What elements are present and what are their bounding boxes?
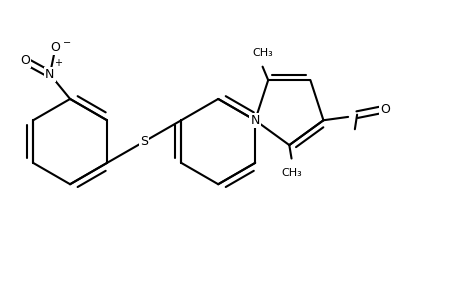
Text: N: N [250,114,259,127]
Text: CH₃: CH₃ [280,167,301,178]
Text: N: N [45,68,55,81]
Text: CH₃: CH₃ [252,48,272,58]
Text: −: − [62,38,71,48]
Text: O: O [50,41,60,54]
Text: S: S [140,135,148,148]
Text: O: O [20,54,30,67]
Text: +: + [54,58,62,68]
Text: O: O [380,103,389,116]
